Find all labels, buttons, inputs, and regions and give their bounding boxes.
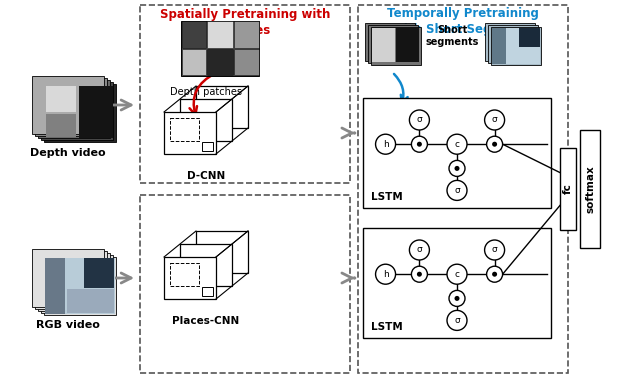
Bar: [196, 231, 248, 273]
Bar: [180, 99, 232, 141]
Bar: [368, 25, 418, 63]
Circle shape: [447, 180, 467, 200]
Text: c: c: [454, 140, 460, 149]
Bar: [44, 257, 116, 315]
Circle shape: [486, 136, 502, 152]
Circle shape: [447, 134, 467, 154]
Text: Depth video: Depth video: [30, 148, 106, 158]
Bar: [234, 48, 259, 75]
Bar: [202, 142, 213, 151]
Bar: [492, 28, 506, 64]
Circle shape: [454, 166, 460, 171]
Bar: [202, 287, 213, 296]
Bar: [84, 258, 114, 288]
Text: σ: σ: [454, 316, 460, 325]
Bar: [492, 28, 540, 64]
Bar: [41, 255, 113, 313]
Bar: [170, 263, 198, 286]
Circle shape: [447, 310, 467, 330]
Text: softmax: softmax: [585, 165, 595, 213]
Text: σ: σ: [492, 245, 497, 254]
Bar: [32, 249, 104, 307]
Text: h: h: [383, 140, 388, 149]
Bar: [32, 76, 104, 134]
Text: σ: σ: [417, 116, 422, 124]
Bar: [140, 195, 350, 373]
Bar: [363, 228, 551, 338]
Text: c: c: [454, 270, 460, 279]
Bar: [182, 48, 206, 75]
Bar: [488, 25, 538, 63]
Text: σ: σ: [454, 186, 460, 195]
Bar: [396, 28, 419, 62]
Circle shape: [454, 296, 460, 301]
Text: LSTM: LSTM: [371, 192, 403, 202]
Bar: [518, 28, 540, 47]
Bar: [365, 23, 415, 61]
Circle shape: [412, 136, 428, 152]
Bar: [491, 27, 541, 65]
Bar: [79, 86, 113, 138]
Circle shape: [417, 142, 422, 147]
Circle shape: [376, 134, 396, 154]
Circle shape: [492, 272, 497, 277]
Bar: [485, 23, 535, 61]
Circle shape: [449, 160, 465, 177]
Circle shape: [412, 266, 428, 282]
Circle shape: [447, 264, 467, 284]
Bar: [560, 148, 576, 230]
Circle shape: [449, 290, 465, 307]
Bar: [371, 27, 421, 65]
Bar: [140, 5, 350, 183]
Bar: [45, 258, 115, 314]
Circle shape: [376, 264, 396, 284]
Bar: [46, 114, 76, 137]
Text: RGB video: RGB video: [36, 320, 100, 330]
Bar: [44, 84, 116, 142]
Text: Depth patches: Depth patches: [170, 87, 242, 97]
Bar: [234, 21, 259, 48]
Text: σ: σ: [492, 116, 497, 124]
Circle shape: [410, 110, 429, 130]
Bar: [207, 48, 233, 75]
Bar: [164, 112, 216, 154]
Bar: [67, 289, 114, 313]
Bar: [35, 251, 107, 309]
Text: Spatially Pretraining with
Patches: Spatially Pretraining with Patches: [160, 8, 330, 37]
Bar: [38, 253, 110, 311]
Text: D-CNN: D-CNN: [187, 171, 225, 181]
Bar: [46, 86, 76, 112]
Bar: [180, 244, 232, 286]
Text: σ: σ: [417, 245, 422, 254]
Bar: [580, 130, 600, 248]
Bar: [164, 257, 216, 299]
Bar: [181, 20, 259, 76]
Bar: [38, 80, 110, 138]
Text: LSTM: LSTM: [371, 322, 403, 332]
Bar: [35, 78, 107, 136]
Text: Temporally Pretraining
with Short Segments: Temporally Pretraining with Short Segmen…: [387, 7, 539, 36]
Circle shape: [486, 266, 502, 282]
Circle shape: [484, 240, 504, 260]
Bar: [170, 118, 198, 141]
Bar: [196, 86, 248, 128]
Bar: [182, 21, 206, 48]
Text: fc: fc: [563, 184, 573, 194]
Circle shape: [410, 240, 429, 260]
Text: h: h: [383, 270, 388, 279]
Bar: [363, 98, 551, 208]
Circle shape: [417, 272, 422, 277]
Bar: [207, 21, 233, 48]
Bar: [45, 258, 65, 314]
Bar: [358, 5, 568, 373]
Bar: [372, 28, 394, 62]
Bar: [41, 82, 113, 140]
Text: Short
segments: Short segments: [426, 25, 479, 47]
Circle shape: [492, 142, 497, 147]
Circle shape: [484, 110, 504, 130]
Text: Places-CNN: Places-CNN: [172, 316, 239, 326]
